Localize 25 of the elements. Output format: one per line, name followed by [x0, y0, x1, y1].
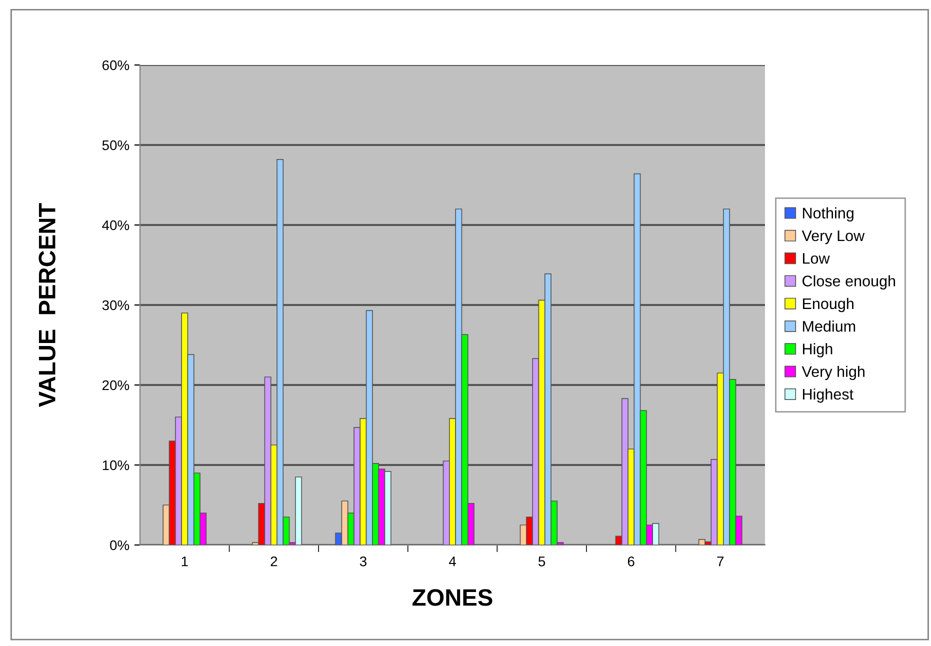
legend-label: Very high — [802, 366, 864, 380]
y-tick-label: 40% — [102, 220, 130, 230]
legend-label: High — [802, 343, 832, 358]
x-tick-label: 6 — [628, 556, 634, 566]
legend-label: Highest — [802, 388, 854, 403]
legend-label: Very Low — [802, 230, 865, 244]
y-tick-label: 60% — [102, 60, 130, 70]
x-tick-label: 4 — [448, 556, 456, 566]
y-tick-label: 30% — [102, 300, 130, 310]
y-tick-label: 0% — [110, 540, 130, 550]
legend-label: Low — [802, 253, 830, 264]
x-tick-label: 3 — [360, 556, 366, 566]
legend-label: Medium — [802, 320, 856, 332]
y-tick-label: 20% — [102, 380, 130, 390]
x-tick-label: 7 — [717, 556, 724, 566]
x-tick-label: 2 — [270, 556, 278, 566]
y-tick-label: 50% — [102, 140, 130, 150]
y-axis-title: VALUE PERCENT — [38, 203, 56, 407]
legend-label: Close enough — [802, 275, 896, 290]
x-tick-label: 5 — [538, 556, 546, 566]
legend-label: Enough — [802, 298, 854, 312]
x-tick-label: 1 — [182, 556, 188, 566]
legend-label: Nothing — [802, 207, 854, 222]
x-axis-title: ZONES — [412, 589, 492, 606]
y-tick-label: 10% — [102, 460, 130, 470]
